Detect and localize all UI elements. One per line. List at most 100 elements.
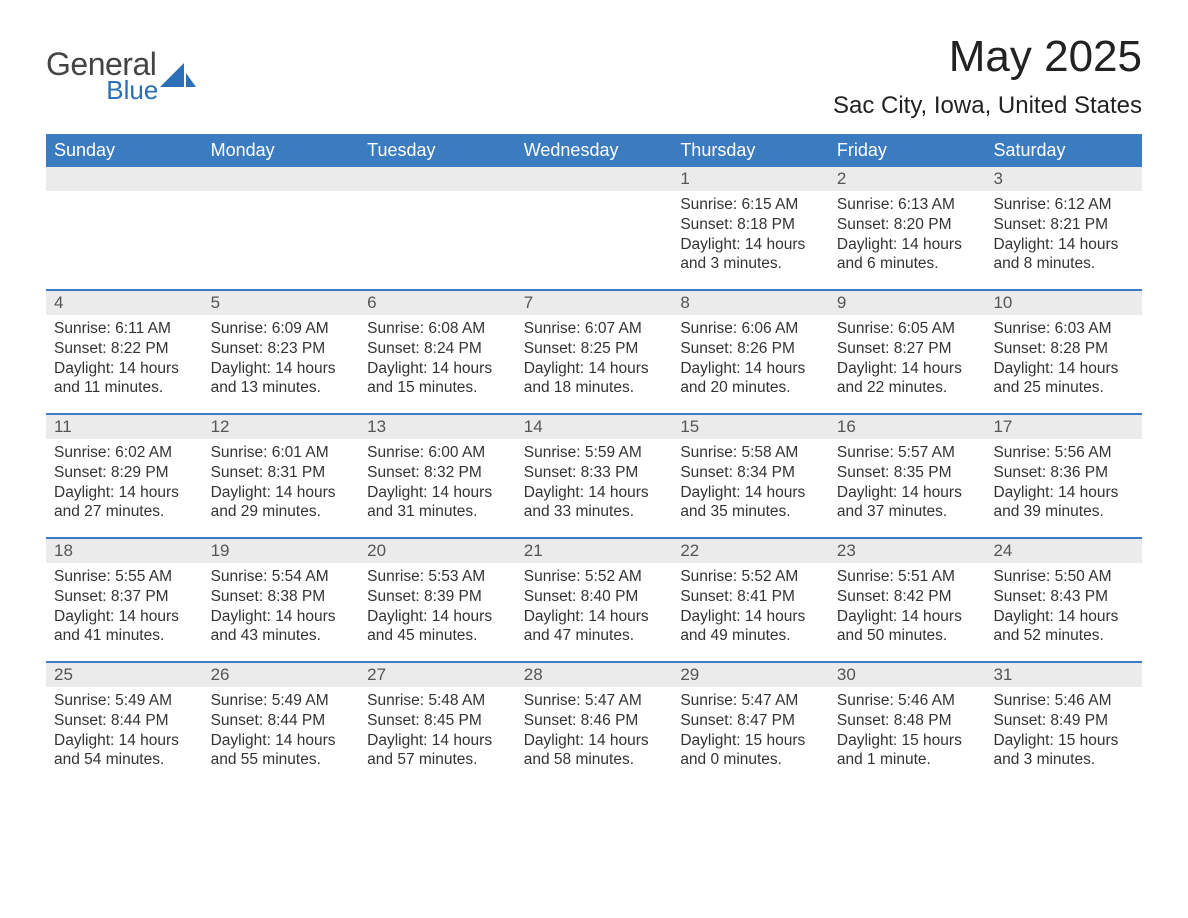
sunrise-text: Sunrise: 5:53 AM	[367, 567, 508, 587]
day-number: 17	[985, 415, 1142, 439]
day-number: 14	[516, 415, 673, 439]
sunset-text: Sunset: 8:26 PM	[680, 339, 821, 359]
day-body	[46, 191, 203, 199]
day-cell: 10Sunrise: 6:03 AMSunset: 8:28 PMDayligh…	[985, 291, 1142, 413]
daylight-text: Daylight: 14 hours and 33 minutes.	[524, 483, 665, 523]
day-body: Sunrise: 5:49 AMSunset: 8:44 PMDaylight:…	[46, 687, 203, 774]
sunrise-text: Sunrise: 5:47 AM	[524, 691, 665, 711]
daylight-text: Daylight: 14 hours and 11 minutes.	[54, 359, 195, 399]
day-body: Sunrise: 5:52 AMSunset: 8:40 PMDaylight:…	[516, 563, 673, 650]
day-body: Sunrise: 5:46 AMSunset: 8:48 PMDaylight:…	[829, 687, 986, 774]
day-cell: 17Sunrise: 5:56 AMSunset: 8:36 PMDayligh…	[985, 415, 1142, 537]
sunrise-text: Sunrise: 6:09 AM	[211, 319, 352, 339]
daylight-text: Daylight: 14 hours and 13 minutes.	[211, 359, 352, 399]
day-body: Sunrise: 5:49 AMSunset: 8:44 PMDaylight:…	[203, 687, 360, 774]
day-number: 26	[203, 663, 360, 687]
day-body: Sunrise: 6:15 AMSunset: 8:18 PMDaylight:…	[672, 191, 829, 278]
daylight-text: Daylight: 14 hours and 29 minutes.	[211, 483, 352, 523]
day-cell: 28Sunrise: 5:47 AMSunset: 8:46 PMDayligh…	[516, 663, 673, 785]
day-body: Sunrise: 5:51 AMSunset: 8:42 PMDaylight:…	[829, 563, 986, 650]
sunset-text: Sunset: 8:34 PM	[680, 463, 821, 483]
daylight-text: Daylight: 15 hours and 0 minutes.	[680, 731, 821, 771]
day-cell: 24Sunrise: 5:50 AMSunset: 8:43 PMDayligh…	[985, 539, 1142, 661]
sunrise-text: Sunrise: 6:05 AM	[837, 319, 978, 339]
day-cell: 18Sunrise: 5:55 AMSunset: 8:37 PMDayligh…	[46, 539, 203, 661]
day-cell: 12Sunrise: 6:01 AMSunset: 8:31 PMDayligh…	[203, 415, 360, 537]
day-cell: 27 Sunrise: 5:48 AMSunset: 8:45 PMDayligh…	[359, 663, 516, 785]
weekday-header-row: SundayMondayTuesdayWednesdayThursdayFrid…	[46, 134, 1142, 167]
day-number: 5	[203, 291, 360, 315]
day-number	[46, 167, 203, 191]
sunrise-text: Sunrise: 5:46 AM	[837, 691, 978, 711]
sunset-text: Sunset: 8:46 PM	[524, 711, 665, 731]
day-body	[203, 191, 360, 199]
sunset-text: Sunset: 8:20 PM	[837, 215, 978, 235]
weekday-header-cell: Saturday	[985, 134, 1142, 167]
daylight-text: Daylight: 14 hours and 57 minutes.	[367, 731, 508, 771]
day-body: Sunrise: 6:06 AMSunset: 8:26 PMDaylight:…	[672, 315, 829, 402]
daylight-text: Daylight: 14 hours and 52 minutes.	[993, 607, 1134, 647]
day-number: 31	[985, 663, 1142, 687]
day-cell: 26Sunrise: 5:49 AMSunset: 8:44 PMDayligh…	[203, 663, 360, 785]
daylight-text: Daylight: 14 hours and 54 minutes.	[54, 731, 195, 771]
week-row: 11Sunrise: 6:02 AMSunset: 8:29 PMDayligh…	[46, 413, 1142, 537]
day-cell: 14Sunrise: 5:59 AMSunset: 8:33 PMDayligh…	[516, 415, 673, 537]
sunrise-text: Sunrise: 5:54 AM	[211, 567, 352, 587]
day-body: Sunrise: 6:02 AMSunset: 8:29 PMDaylight:…	[46, 439, 203, 526]
sunrise-text: Sunrise: 5:49 AM	[211, 691, 352, 711]
logo-text: General Blue	[46, 50, 156, 102]
sunset-text: Sunset: 8:45 PM	[367, 711, 508, 731]
daylight-text: Daylight: 14 hours and 20 minutes.	[680, 359, 821, 399]
day-cell: 29Sunrise: 5:47 AMSunset: 8:47 PMDayligh…	[672, 663, 829, 785]
sunrise-text: Sunrise: 5:50 AM	[993, 567, 1134, 587]
daylight-text: Daylight: 14 hours and 58 minutes.	[524, 731, 665, 771]
daylight-text: Daylight: 14 hours and 31 minutes.	[367, 483, 508, 523]
day-cell: 25Sunrise: 5:49 AMSunset: 8:44 PMDayligh…	[46, 663, 203, 785]
day-number: 9	[829, 291, 986, 315]
sunrise-text: Sunrise: 6:00 AM	[367, 443, 508, 463]
day-body: Sunrise: 5:50 AMSunset: 8:43 PMDaylight:…	[985, 563, 1142, 650]
sunset-text: Sunset: 8:23 PM	[211, 339, 352, 359]
daylight-text: Daylight: 15 hours and 1 minute.	[837, 731, 978, 771]
daylight-text: Daylight: 14 hours and 35 minutes.	[680, 483, 821, 523]
day-number: 24	[985, 539, 1142, 563]
day-number: 22	[672, 539, 829, 563]
sunset-text: Sunset: 8:31 PM	[211, 463, 352, 483]
sunrise-text: Sunrise: 5:48 AM	[367, 691, 508, 711]
weekday-header-cell: Wednesday	[516, 134, 673, 167]
day-number: 29	[672, 663, 829, 687]
weekday-header-cell: Sunday	[46, 134, 203, 167]
day-cell: 19Sunrise: 5:54 AMSunset: 8:38 PMDayligh…	[203, 539, 360, 661]
sunrise-text: Sunrise: 6:06 AM	[680, 319, 821, 339]
day-number: 8	[672, 291, 829, 315]
sunset-text: Sunset: 8:28 PM	[993, 339, 1134, 359]
sunset-text: Sunset: 8:36 PM	[993, 463, 1134, 483]
day-body: Sunrise: 5:53 AMSunset: 8:39 PMDaylight:…	[359, 563, 516, 650]
day-cell: 22Sunrise: 5:52 AMSunset: 8:41 PMDayligh…	[672, 539, 829, 661]
day-number: 27	[359, 663, 516, 687]
week-row: 25Sunrise: 5:49 AMSunset: 8:44 PMDayligh…	[46, 661, 1142, 785]
day-body: Sunrise: 6:08 AMSunset: 8:24 PMDaylight:…	[359, 315, 516, 402]
location-label: Sac City, Iowa, United States	[833, 92, 1142, 120]
calendar-grid: SundayMondayTuesdayWednesdayThursdayFrid…	[46, 134, 1142, 785]
sunset-text: Sunset: 8:18 PM	[680, 215, 821, 235]
sunrise-text: Sunrise: 6:02 AM	[54, 443, 195, 463]
day-body	[359, 191, 516, 199]
sunset-text: Sunset: 8:40 PM	[524, 587, 665, 607]
day-cell	[46, 167, 203, 289]
sunset-text: Sunset: 8:47 PM	[680, 711, 821, 731]
day-body: Sunrise: 6:07 AMSunset: 8:25 PMDaylight:…	[516, 315, 673, 402]
day-cell: 1Sunrise: 6:15 AMSunset: 8:18 PMDaylight…	[672, 167, 829, 289]
day-number: 12	[203, 415, 360, 439]
sunrise-text: Sunrise: 5:46 AM	[993, 691, 1134, 711]
sunrise-text: Sunrise: 5:52 AM	[524, 567, 665, 587]
day-cell: 11Sunrise: 6:02 AMSunset: 8:29 PMDayligh…	[46, 415, 203, 537]
weekday-header-cell: Tuesday	[359, 134, 516, 167]
day-body: Sunrise: 6:00 AMSunset: 8:32 PMDaylight:…	[359, 439, 516, 526]
day-cell	[516, 167, 673, 289]
daylight-text: Daylight: 14 hours and 45 minutes.	[367, 607, 508, 647]
day-body: Sunrise: 5:47 AMSunset: 8:46 PMDaylight:…	[516, 687, 673, 774]
title-block: May 2025 Sac City, Iowa, United States	[833, 32, 1142, 120]
sunset-text: Sunset: 8:44 PM	[211, 711, 352, 731]
day-body: Sunrise: 5:47 AMSunset: 8:47 PMDaylight:…	[672, 687, 829, 774]
